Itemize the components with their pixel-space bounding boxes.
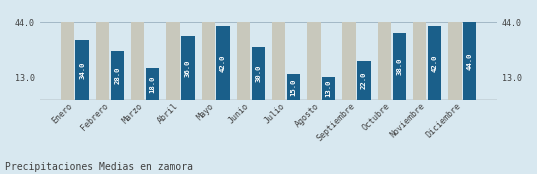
Bar <box>146 68 159 100</box>
Bar <box>61 22 74 100</box>
Bar <box>393 33 406 100</box>
Bar <box>287 74 300 100</box>
Bar <box>201 22 215 100</box>
Bar <box>307 22 321 100</box>
Bar <box>272 22 285 100</box>
Text: 18.0: 18.0 <box>150 76 156 93</box>
Text: 38.0: 38.0 <box>396 58 402 75</box>
Bar <box>463 22 476 100</box>
Bar <box>378 22 391 100</box>
Text: 30.0: 30.0 <box>255 65 262 82</box>
Text: 36.0: 36.0 <box>185 60 191 77</box>
Bar <box>166 22 180 100</box>
Text: 34.0: 34.0 <box>79 61 85 79</box>
Bar <box>322 77 336 100</box>
Bar <box>111 50 124 100</box>
Bar <box>448 22 462 100</box>
Bar <box>181 36 194 100</box>
Bar <box>237 22 250 100</box>
Bar <box>96 22 109 100</box>
Bar <box>413 22 426 100</box>
Text: 42.0: 42.0 <box>220 54 226 72</box>
Text: Precipitaciones Medias en zamora: Precipitaciones Medias en zamora <box>5 162 193 172</box>
Bar <box>428 26 441 100</box>
Bar <box>343 22 356 100</box>
Bar <box>75 40 89 100</box>
Bar <box>216 26 230 100</box>
Text: 22.0: 22.0 <box>361 72 367 89</box>
Text: 44.0: 44.0 <box>467 52 473 70</box>
Text: 42.0: 42.0 <box>431 54 438 72</box>
Text: 28.0: 28.0 <box>114 67 120 84</box>
Text: 13.0: 13.0 <box>326 80 332 97</box>
Bar <box>252 47 265 100</box>
Bar <box>357 61 371 100</box>
Bar <box>131 22 144 100</box>
Text: 15.0: 15.0 <box>291 78 296 96</box>
